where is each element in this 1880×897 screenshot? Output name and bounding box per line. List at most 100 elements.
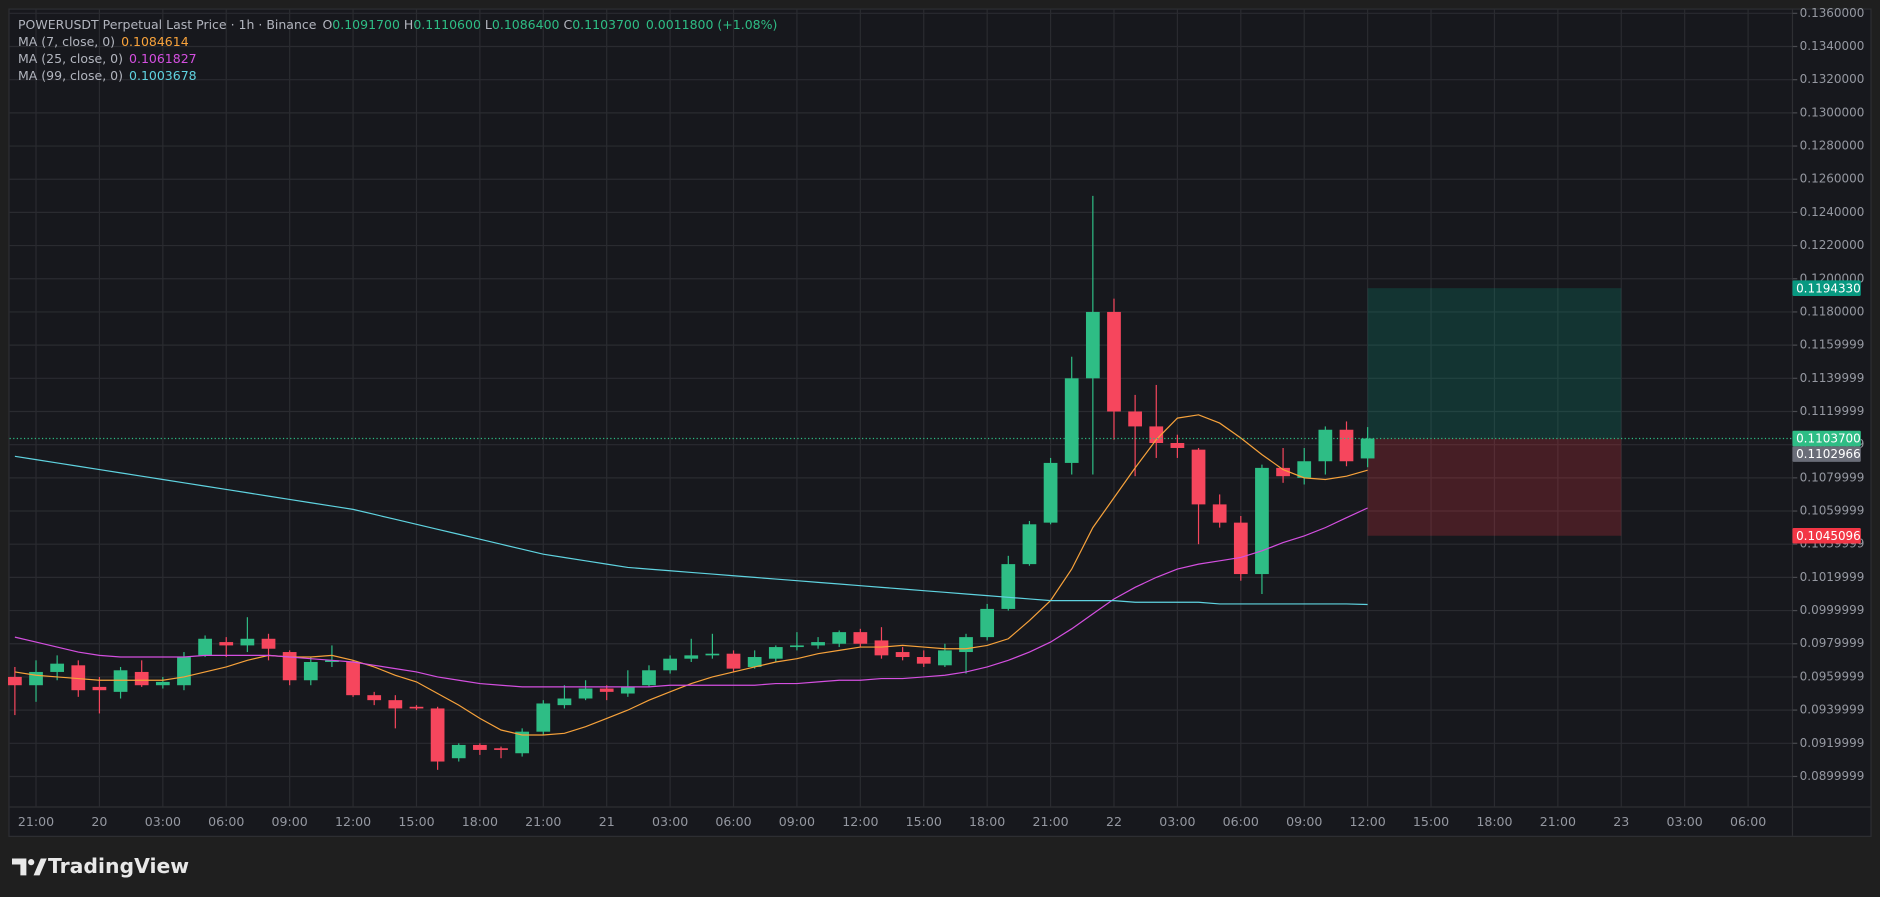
ma-line <box>14 414 1368 736</box>
price-label: 0.1103700 <box>1796 432 1861 446</box>
candle-body <box>282 652 297 681</box>
candle-body <box>494 748 508 750</box>
y-tick-label: 0.0999999 <box>1800 603 1865 617</box>
y-tick-label: 0.0959999 <box>1800 669 1865 683</box>
price-label-box <box>1792 446 1861 462</box>
candle-body <box>1043 462 1058 523</box>
x-tick-label: 21 <box>599 814 615 829</box>
ma-legend: MA (7, close, 0) 0.1084614 MA (25, close, … <box>18 33 777 84</box>
y-tick-label: 0.1119999 <box>1800 404 1865 418</box>
logo-mark <box>11 858 27 876</box>
ma-name: MA (99, close, 0) <box>18 68 124 83</box>
candle-body <box>1276 467 1290 477</box>
candle-body <box>155 681 170 686</box>
ohlc-values: O0.1091700 H0.1110600 L0.1086400 C0.1103700 <box>322 16 639 33</box>
ma-line <box>14 507 1368 688</box>
x-tick-label: 06:00 <box>715 814 751 829</box>
logo-mark <box>33 858 47 876</box>
candle-body <box>261 638 276 649</box>
candle-body <box>1233 522 1248 575</box>
brand-name: TradingView <box>48 854 189 878</box>
ohlc-item: O0.1091700 <box>322 16 399 33</box>
logo-mark <box>28 859 35 866</box>
candle-body <box>578 688 593 699</box>
x-tick-label: 12:00 <box>1350 814 1386 829</box>
ma-name: MA (25, close, 0) <box>18 51 124 66</box>
ohlc-item: L0.1086400 <box>485 16 560 33</box>
candle-body <box>1170 443 1185 448</box>
y-tick-label: 0.1340000 <box>1800 39 1865 53</box>
ma-legend-item: MA (99, close, 0) 0.1003678 <box>18 67 777 84</box>
ohlc-value: 0.1086400 <box>491 17 560 32</box>
x-tick-label: 09:00 <box>1286 814 1322 829</box>
ohlc-item: H0.1110600 <box>404 16 481 33</box>
candle-body <box>430 708 445 762</box>
x-tick-label: 23 <box>1613 814 1629 829</box>
x-tick-label: 18:00 <box>462 814 498 829</box>
candle-body <box>916 657 931 664</box>
candle-body <box>1001 564 1016 609</box>
x-tick-label: 09:00 <box>272 814 308 829</box>
candle-body <box>177 657 191 686</box>
price-label-box <box>1792 280 1861 296</box>
candle-body <box>113 670 128 692</box>
x-tick-label: 12:00 <box>842 814 878 829</box>
y-tick-label: 0.1079999 <box>1800 470 1865 484</box>
candle-body <box>1085 311 1100 379</box>
x-tick-label: 18:00 <box>1476 814 1512 829</box>
x-tick-label: 15:00 <box>1413 814 1449 829</box>
candle-body <box>1297 461 1312 478</box>
candle-body <box>599 688 614 692</box>
y-tick-label: 0.1059999 <box>1800 504 1865 518</box>
ohlc-item: C0.1103700 <box>564 16 640 33</box>
ohlc-key: C <box>563 17 573 32</box>
candle-body <box>1318 429 1333 462</box>
candle-body <box>768 647 783 659</box>
y-tick-label: 0.0979999 <box>1800 636 1865 650</box>
candle-body <box>726 653 741 669</box>
x-tick-label: 03:00 <box>1159 814 1195 829</box>
price-label-box <box>1792 430 1861 447</box>
candle-body <box>303 661 318 681</box>
candle-body <box>1360 438 1375 459</box>
ma-value: 0.1084614 <box>121 34 189 49</box>
y-tick-label: 0.1159999 <box>1800 338 1865 352</box>
y-tick-label: 0.1300000 <box>1800 105 1865 119</box>
candle-body <box>790 645 804 648</box>
ma-value: 0.1003678 <box>129 68 197 83</box>
ohlc-key: O <box>322 17 333 32</box>
y-tick-label: 0.1220000 <box>1800 238 1865 252</box>
candle-body <box>938 650 952 666</box>
candle-body <box>811 642 825 646</box>
candle-body <box>1255 467 1269 575</box>
ohlc-value: 0.1091700 <box>332 17 400 32</box>
x-tick-label: 15:00 <box>906 814 942 829</box>
candle-body <box>832 632 847 644</box>
x-tick-label: 21:00 <box>525 814 561 829</box>
x-tick-label: 21:00 <box>18 814 54 829</box>
candle-body <box>959 637 973 653</box>
candle-body <box>874 640 889 656</box>
candle-body <box>536 703 551 732</box>
candle-body <box>1022 524 1037 565</box>
candle-body <box>134 671 149 686</box>
x-tick-label: 12:00 <box>335 814 371 829</box>
candle-body <box>1339 429 1354 462</box>
x-tick-label: 03:00 <box>652 814 688 829</box>
ohlc-value: 0.1103700 <box>572 17 640 32</box>
ma-line <box>14 455 1368 606</box>
stop-zone <box>1367 438 1622 536</box>
x-tick-label: 06:00 <box>1730 814 1766 829</box>
price-label: 0.1194330 <box>1796 281 1861 295</box>
candle-body <box>895 652 910 658</box>
x-tick-label: 21:00 <box>1032 814 1068 829</box>
candle-body <box>1191 449 1206 505</box>
candle-body <box>705 653 720 656</box>
candle-body <box>240 638 255 646</box>
legend: POWERUSDT Perpetual Last Price · 1h · Bi… <box>18 16 777 84</box>
x-tick-label: 21:00 <box>1540 814 1576 829</box>
y-tick-label: 0.1019999 <box>1800 570 1865 584</box>
candle-body <box>1064 378 1079 463</box>
brand-logo: TradingView <box>11 854 189 878</box>
